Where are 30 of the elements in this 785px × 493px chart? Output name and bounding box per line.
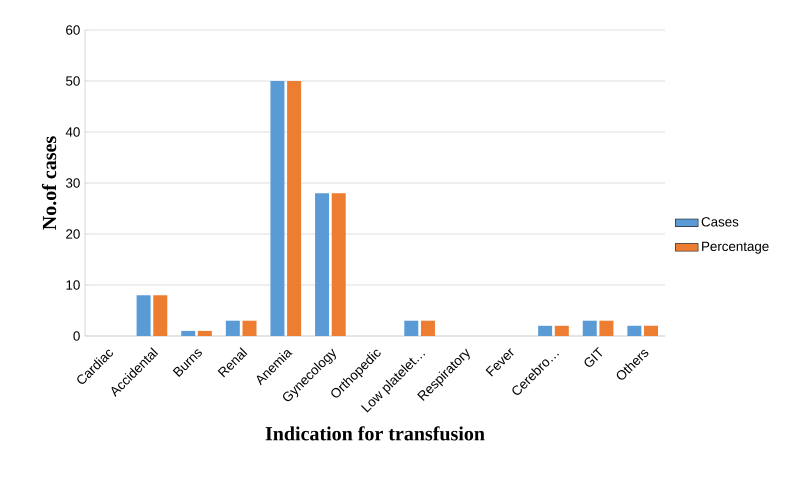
y-tick-label: 30: [66, 178, 80, 188]
x-tick-label: GIT: [584, 346, 602, 367]
bar: [420, 320, 435, 336]
bar: [136, 295, 151, 336]
y-tick-label: 10: [66, 280, 80, 290]
legend-label: Cases: [702, 217, 738, 227]
bar: [404, 320, 418, 336]
bar: [582, 320, 597, 336]
x-axis-title: Indication for transfusion: [266, 426, 485, 441]
y-axis-title: No.of cases: [42, 136, 56, 230]
bar: [315, 193, 330, 336]
bar: [242, 320, 256, 336]
y-tick-label: 0: [73, 331, 80, 341]
legend-label: Percentage: [702, 242, 769, 254]
bar: [644, 326, 658, 336]
y-tick-label: 20: [66, 229, 80, 239]
bar: [181, 330, 196, 336]
bar: [538, 326, 552, 336]
bar: [599, 320, 614, 336]
bar: [153, 295, 168, 336]
bar: [554, 326, 569, 336]
y-tick-label: 60: [66, 25, 80, 35]
bar: [627, 326, 642, 336]
bar: [287, 81, 302, 336]
bar: [270, 81, 284, 336]
bar: [332, 193, 346, 336]
y-tick-label: 40: [66, 127, 80, 137]
y-tick-label: 50: [66, 76, 80, 86]
bar: [198, 330, 212, 336]
bar: [226, 320, 240, 336]
